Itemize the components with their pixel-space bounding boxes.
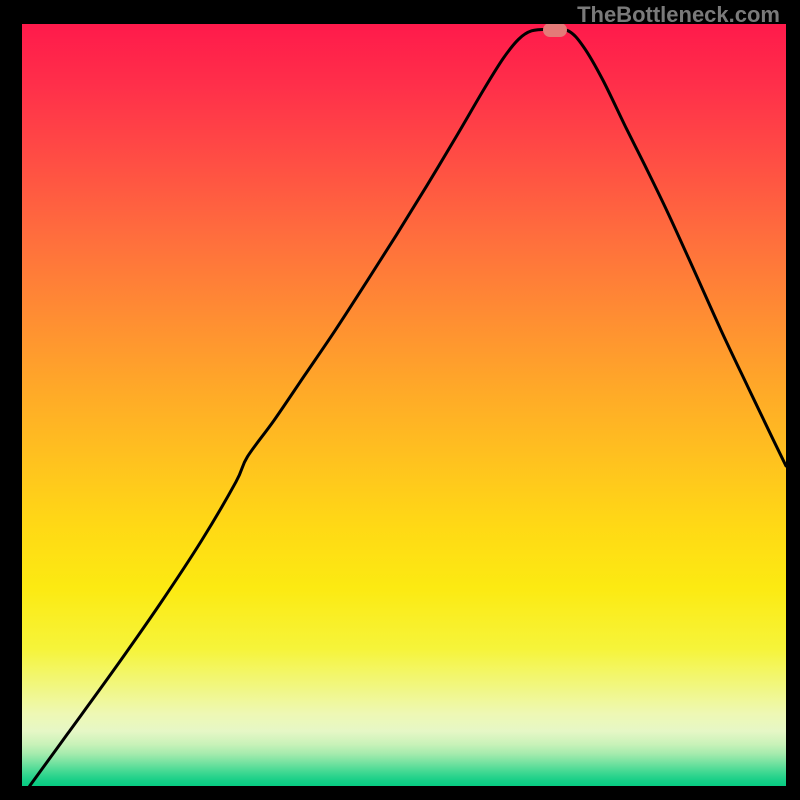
chart-frame — [0, 0, 22, 800]
chart-frame — [786, 0, 800, 800]
bottleneck-curve — [22, 24, 786, 786]
optimal-point-marker — [543, 23, 567, 37]
watermark-text: TheBottleneck.com — [577, 2, 780, 28]
chart-frame — [0, 786, 800, 800]
